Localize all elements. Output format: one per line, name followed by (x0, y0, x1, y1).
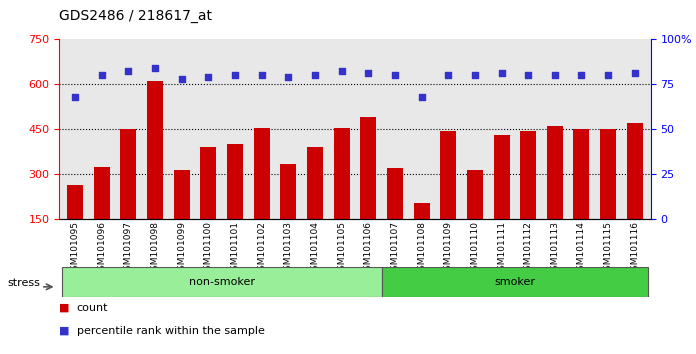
Point (70, 94, 81, 99)
Bar (413, 203, 429, 219)
Bar (120, 129, 136, 219)
Point (230, 72, 241, 78)
Point (283, 74, 294, 80)
Point (549, 72, 560, 78)
Text: percentile rank within the sample: percentile rank within the sample (77, 326, 264, 336)
Text: stress: stress (7, 278, 40, 288)
Bar (574, 129, 590, 219)
Point (176, 76, 187, 81)
Point (603, 72, 614, 78)
Bar (387, 169, 403, 219)
Bar (381, 267, 648, 297)
Bar (254, 128, 269, 219)
Point (389, 72, 400, 78)
Bar (174, 170, 190, 219)
Point (203, 74, 214, 80)
Point (310, 72, 321, 78)
Bar (333, 128, 349, 219)
Text: ■: ■ (59, 303, 70, 313)
Text: GDS2486 / 218617_at: GDS2486 / 218617_at (59, 9, 212, 23)
Bar (520, 131, 536, 219)
Bar (467, 170, 483, 219)
Point (576, 72, 587, 78)
Point (150, 65, 161, 71)
Text: ■: ■ (59, 326, 70, 336)
Text: non-smoker: non-smoker (189, 277, 255, 287)
Bar (200, 147, 216, 219)
Point (96, 72, 107, 78)
Point (629, 70, 640, 76)
Point (469, 72, 480, 78)
Point (363, 70, 374, 76)
Bar (62, 267, 381, 297)
Bar (627, 123, 643, 219)
Bar (493, 135, 509, 219)
Bar (307, 147, 323, 219)
Point (523, 72, 534, 78)
Bar (600, 129, 616, 219)
Bar (361, 117, 377, 219)
Point (256, 72, 267, 78)
Bar (280, 164, 296, 219)
Point (336, 69, 347, 74)
Bar (227, 144, 243, 219)
Point (416, 94, 427, 99)
Text: smoker: smoker (494, 277, 535, 287)
Point (496, 70, 507, 76)
Bar (441, 131, 456, 219)
Point (443, 72, 454, 78)
Point (123, 69, 134, 74)
Bar (67, 185, 83, 219)
Bar (94, 167, 110, 219)
Bar (547, 126, 563, 219)
Text: count: count (77, 303, 108, 313)
Bar (147, 81, 163, 219)
